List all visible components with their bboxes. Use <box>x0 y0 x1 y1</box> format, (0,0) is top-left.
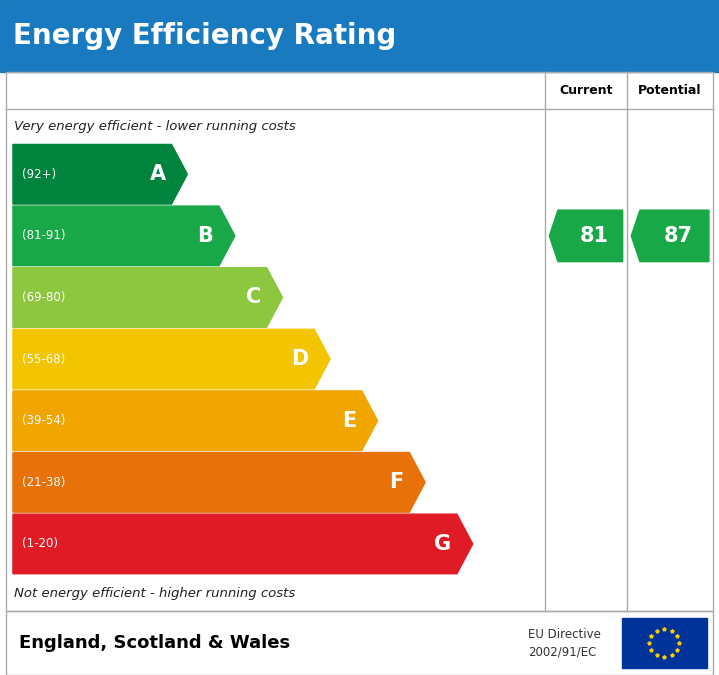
Text: 87: 87 <box>664 226 692 246</box>
Text: Current: Current <box>559 84 613 97</box>
Polygon shape <box>13 268 283 327</box>
Polygon shape <box>549 210 623 262</box>
Text: (21-38): (21-38) <box>22 476 65 489</box>
Text: (69-80): (69-80) <box>22 291 65 304</box>
Text: (81-91): (81-91) <box>22 230 65 242</box>
Polygon shape <box>13 391 377 450</box>
Bar <box>0 0 719 72</box>
Text: B: B <box>198 226 214 246</box>
Text: 81: 81 <box>580 226 608 246</box>
Text: (92+): (92+) <box>22 168 55 181</box>
Text: F: F <box>389 472 403 492</box>
Text: G: G <box>434 534 451 554</box>
Polygon shape <box>631 210 709 262</box>
Text: (1-20): (1-20) <box>22 537 58 550</box>
Text: England, Scotland & Wales: England, Scotland & Wales <box>19 634 290 652</box>
Polygon shape <box>13 206 235 266</box>
Bar <box>6 611 713 675</box>
Polygon shape <box>13 329 330 389</box>
Text: E: E <box>342 410 356 431</box>
Text: C: C <box>246 288 261 308</box>
Text: A: A <box>150 164 166 184</box>
Text: (39-54): (39-54) <box>22 414 65 427</box>
Text: (55-68): (55-68) <box>22 352 65 366</box>
Text: D: D <box>291 349 308 369</box>
Text: 2002/91/EC: 2002/91/EC <box>528 645 597 658</box>
Text: Potential: Potential <box>638 84 702 97</box>
Bar <box>6 72 713 611</box>
Text: Not energy efficient - higher running costs: Not energy efficient - higher running co… <box>14 587 296 600</box>
Polygon shape <box>13 144 188 204</box>
Bar <box>622 618 707 668</box>
Text: Very energy efficient - lower running costs: Very energy efficient - lower running co… <box>14 120 296 134</box>
Polygon shape <box>13 514 472 574</box>
Polygon shape <box>13 452 425 512</box>
Text: Energy Efficiency Rating: Energy Efficiency Rating <box>13 22 396 50</box>
Text: EU Directive: EU Directive <box>528 628 601 641</box>
